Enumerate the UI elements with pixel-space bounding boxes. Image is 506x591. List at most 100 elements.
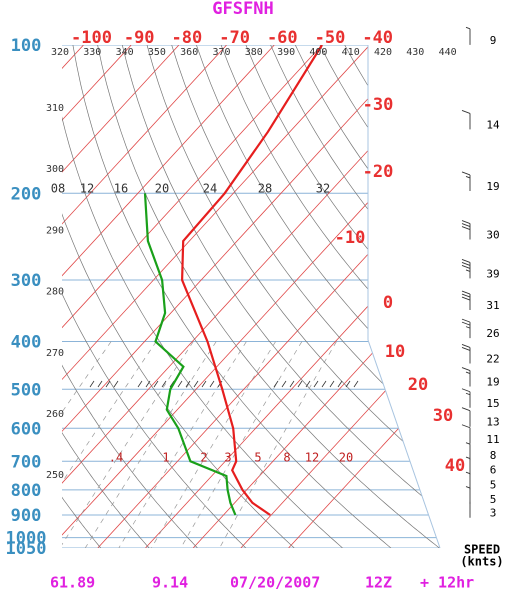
temperature-label: -50	[315, 28, 346, 48]
upper-label: 20	[155, 182, 169, 196]
theta-label: 330	[83, 47, 101, 58]
dry-adiabat	[62, 45, 343, 548]
dry-adiabat	[196, 45, 440, 548]
dry-adiabat	[62, 45, 198, 548]
mixing-ratio-label: 1	[162, 451, 169, 465]
wind-barb	[461, 344, 471, 364]
hatch	[337, 380, 343, 388]
temperature-label: -80	[172, 28, 203, 48]
hatch	[137, 380, 143, 388]
footer-field: 61.89	[50, 574, 95, 591]
theta-label: 280	[46, 287, 64, 298]
mixing-ratio-line	[62, 341, 112, 548]
wind-speed: 19	[486, 376, 499, 389]
wind-barb	[465, 26, 471, 45]
barb-tick	[461, 290, 471, 295]
barb-tick	[461, 264, 471, 269]
temperature-label: -40	[362, 28, 393, 48]
hatch	[313, 380, 319, 388]
pressure-label: 1000	[6, 529, 47, 549]
barb-tick	[461, 226, 471, 230]
speed-unit: (knts)	[460, 555, 503, 569]
theta-label: 270	[46, 348, 64, 359]
wind-barb	[465, 471, 471, 490]
theta-label: 440	[439, 47, 457, 58]
theta-label: 260	[46, 409, 64, 420]
wind-speed: 5	[490, 479, 497, 492]
theta-label: 350	[148, 47, 166, 58]
barb-tick	[461, 223, 471, 227]
footer-field: 07/20/2007	[230, 574, 320, 591]
barb-tick	[461, 171, 471, 176]
barb-tick	[465, 269, 471, 272]
hatch	[89, 380, 95, 388]
wind-speed: 6	[490, 464, 497, 477]
theta-label: 430	[406, 47, 424, 58]
temperature-trace	[180, 45, 323, 516]
mixing-ratio-line	[219, 341, 337, 548]
barb-tick	[461, 220, 471, 224]
wind-speed: 14	[486, 118, 500, 131]
upper-label: 32	[316, 182, 330, 196]
hatch	[113, 380, 119, 388]
dry-adiabat	[62, 45, 295, 548]
hatch-row	[89, 380, 359, 388]
hatch	[353, 380, 359, 388]
hatch	[185, 380, 191, 388]
barb-tick	[465, 442, 471, 445]
wind-speed: 5	[490, 493, 497, 506]
barb-tick	[465, 392, 471, 396]
mixing-ratio-label: 20	[339, 451, 353, 465]
wind-barb	[461, 220, 471, 240]
upper-label: 08	[51, 182, 65, 196]
temperature-label: -20	[363, 162, 394, 182]
theta-label: 360	[180, 47, 198, 58]
wind-barb	[465, 456, 471, 475]
wind-speed: 9	[490, 34, 497, 47]
hatch	[281, 380, 287, 388]
theta-label: 310	[46, 103, 64, 114]
wind-barb	[461, 388, 471, 408]
mixing-ratio-line	[118, 341, 247, 548]
barb-tick	[461, 424, 471, 429]
hatch	[289, 380, 295, 388]
hatch	[177, 380, 183, 388]
hatch	[97, 380, 103, 388]
dry-adiabat	[220, 45, 440, 548]
mixing-ratio-line	[180, 341, 303, 548]
barb-tick	[461, 321, 471, 326]
theta-label: 320	[51, 47, 69, 58]
hatch	[201, 380, 207, 388]
dry-adiabat	[62, 45, 247, 548]
temperature-label: -70	[219, 28, 250, 48]
isotherm	[62, 45, 227, 548]
pressure-label: 800	[11, 481, 42, 501]
theta-label: 390	[277, 47, 295, 58]
isotherm	[240, 45, 440, 548]
pressure-label: 400	[11, 333, 42, 353]
pressure-label: 300	[11, 271, 42, 291]
wind-speed: 31	[486, 299, 499, 312]
wind-speed: 30	[486, 229, 499, 242]
footer-field: 12Z	[365, 574, 392, 591]
wind-barb	[461, 318, 471, 339]
dry-adiabat	[245, 45, 440, 548]
theta-label: 340	[116, 47, 134, 58]
temperature-label: 40	[445, 456, 465, 476]
isotherm	[62, 45, 323, 548]
upper-label: 12	[80, 182, 94, 196]
theta-label: 370	[212, 47, 230, 58]
barb-tick	[465, 486, 471, 489]
temperature-label: -100	[71, 28, 112, 48]
barb-tick	[465, 456, 471, 459]
theta-label: 410	[342, 47, 360, 58]
hatch	[321, 380, 327, 388]
temperature-label: 30	[433, 406, 453, 426]
dry-adiabat	[121, 45, 440, 548]
wind-speed: 26	[486, 327, 499, 340]
dry-adiabat	[97, 45, 440, 548]
barb-tick	[461, 347, 471, 351]
pressure-label: 1050	[6, 539, 47, 559]
hatch	[145, 380, 151, 388]
hatch	[305, 380, 311, 388]
